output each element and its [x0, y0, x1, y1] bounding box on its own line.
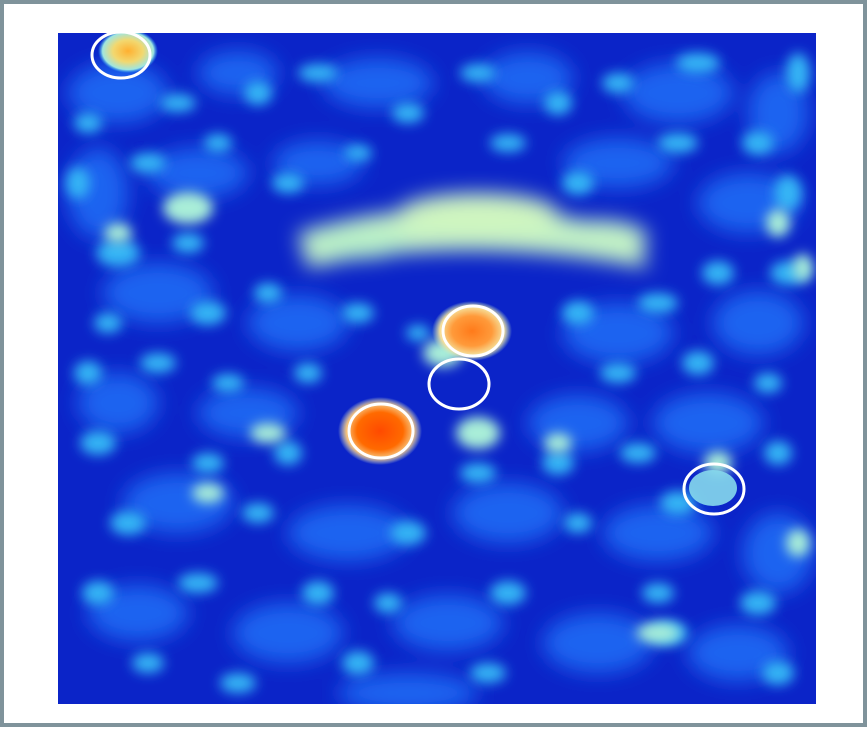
source-center-brightest-blob	[338, 397, 422, 465]
noise-layer-high	[104, 192, 813, 643]
noise-layer-low	[68, 51, 813, 704]
heatmap-image	[58, 33, 816, 704]
source-center-upper-blob	[432, 301, 512, 361]
source-right-blob	[689, 470, 737, 506]
heatmap-canvas	[66, 33, 813, 704]
arc-band	[298, 193, 648, 268]
noise-layer-mid	[66, 53, 810, 693]
